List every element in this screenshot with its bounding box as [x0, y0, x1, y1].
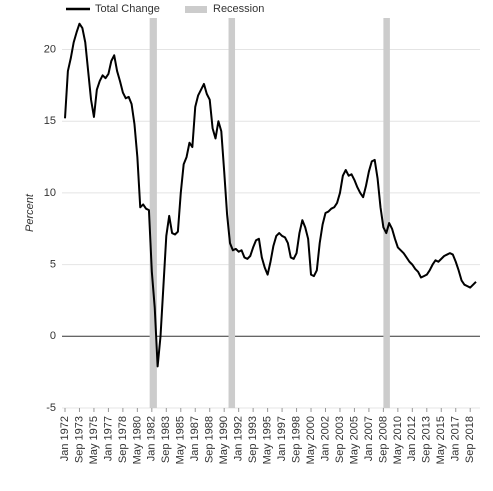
x-tick-label: Jan 1987 — [189, 416, 201, 461]
x-tick-label: May 1995 — [262, 416, 274, 464]
x-tick-label: Sep 1978 — [117, 416, 129, 463]
x-tick-label: Sep 2008 — [377, 416, 389, 463]
x-tick-label: May 1990 — [218, 416, 230, 464]
x-tick-label: Jan 1982 — [146, 416, 158, 461]
x-tick-label: Jan 1972 — [59, 416, 71, 461]
x-tick-label: Jan 2002 — [319, 416, 331, 461]
x-tick-label: Sep 1983 — [160, 416, 172, 463]
x-tick-label: Jan 2007 — [363, 416, 375, 461]
x-tick-label: Sep 2013 — [421, 416, 433, 463]
recession-band — [228, 18, 236, 408]
y-tick-label: 15 — [44, 115, 56, 127]
legend-label: Total Change — [95, 3, 160, 15]
y-tick-label: 5 — [50, 259, 56, 271]
x-tick-label: May 1980 — [131, 416, 143, 464]
legend-label: Recession — [213, 3, 264, 15]
y-tick-label: 0 — [50, 330, 56, 342]
x-tick-label: May 1975 — [88, 416, 100, 464]
legend-recession-swatch — [185, 6, 207, 13]
y-tick-label: 10 — [44, 187, 56, 199]
recession-band — [383, 18, 390, 408]
x-tick-label: Sep 1973 — [73, 416, 85, 463]
x-tick-label: Jan 1992 — [233, 416, 245, 461]
x-tick-label: Sep 2018 — [464, 416, 476, 463]
x-tick-label: May 1985 — [175, 416, 187, 464]
x-tick-label: Sep 1993 — [247, 416, 259, 463]
x-tick-label: May 2005 — [348, 416, 360, 464]
y-tick-label: -5 — [46, 402, 56, 414]
recession-band — [149, 18, 157, 408]
x-tick-label: Jan 2012 — [406, 416, 418, 461]
x-tick-label: Jan 1997 — [276, 416, 288, 461]
x-tick-label: Sep 1988 — [204, 416, 216, 463]
x-tick-label: May 2010 — [392, 416, 404, 464]
x-tick-label: May 2000 — [305, 416, 317, 464]
x-tick-label: Sep 1998 — [290, 416, 302, 463]
x-tick-label: Jan 1977 — [102, 416, 114, 461]
data-line — [64, 22, 477, 368]
x-tick-label: Sep 2003 — [334, 416, 346, 463]
y-axis-label: Percent — [24, 193, 36, 232]
y-tick-label: 20 — [44, 43, 56, 55]
x-tick-label: May 2015 — [435, 416, 447, 464]
x-tick-label: Jan 2017 — [450, 416, 462, 461]
